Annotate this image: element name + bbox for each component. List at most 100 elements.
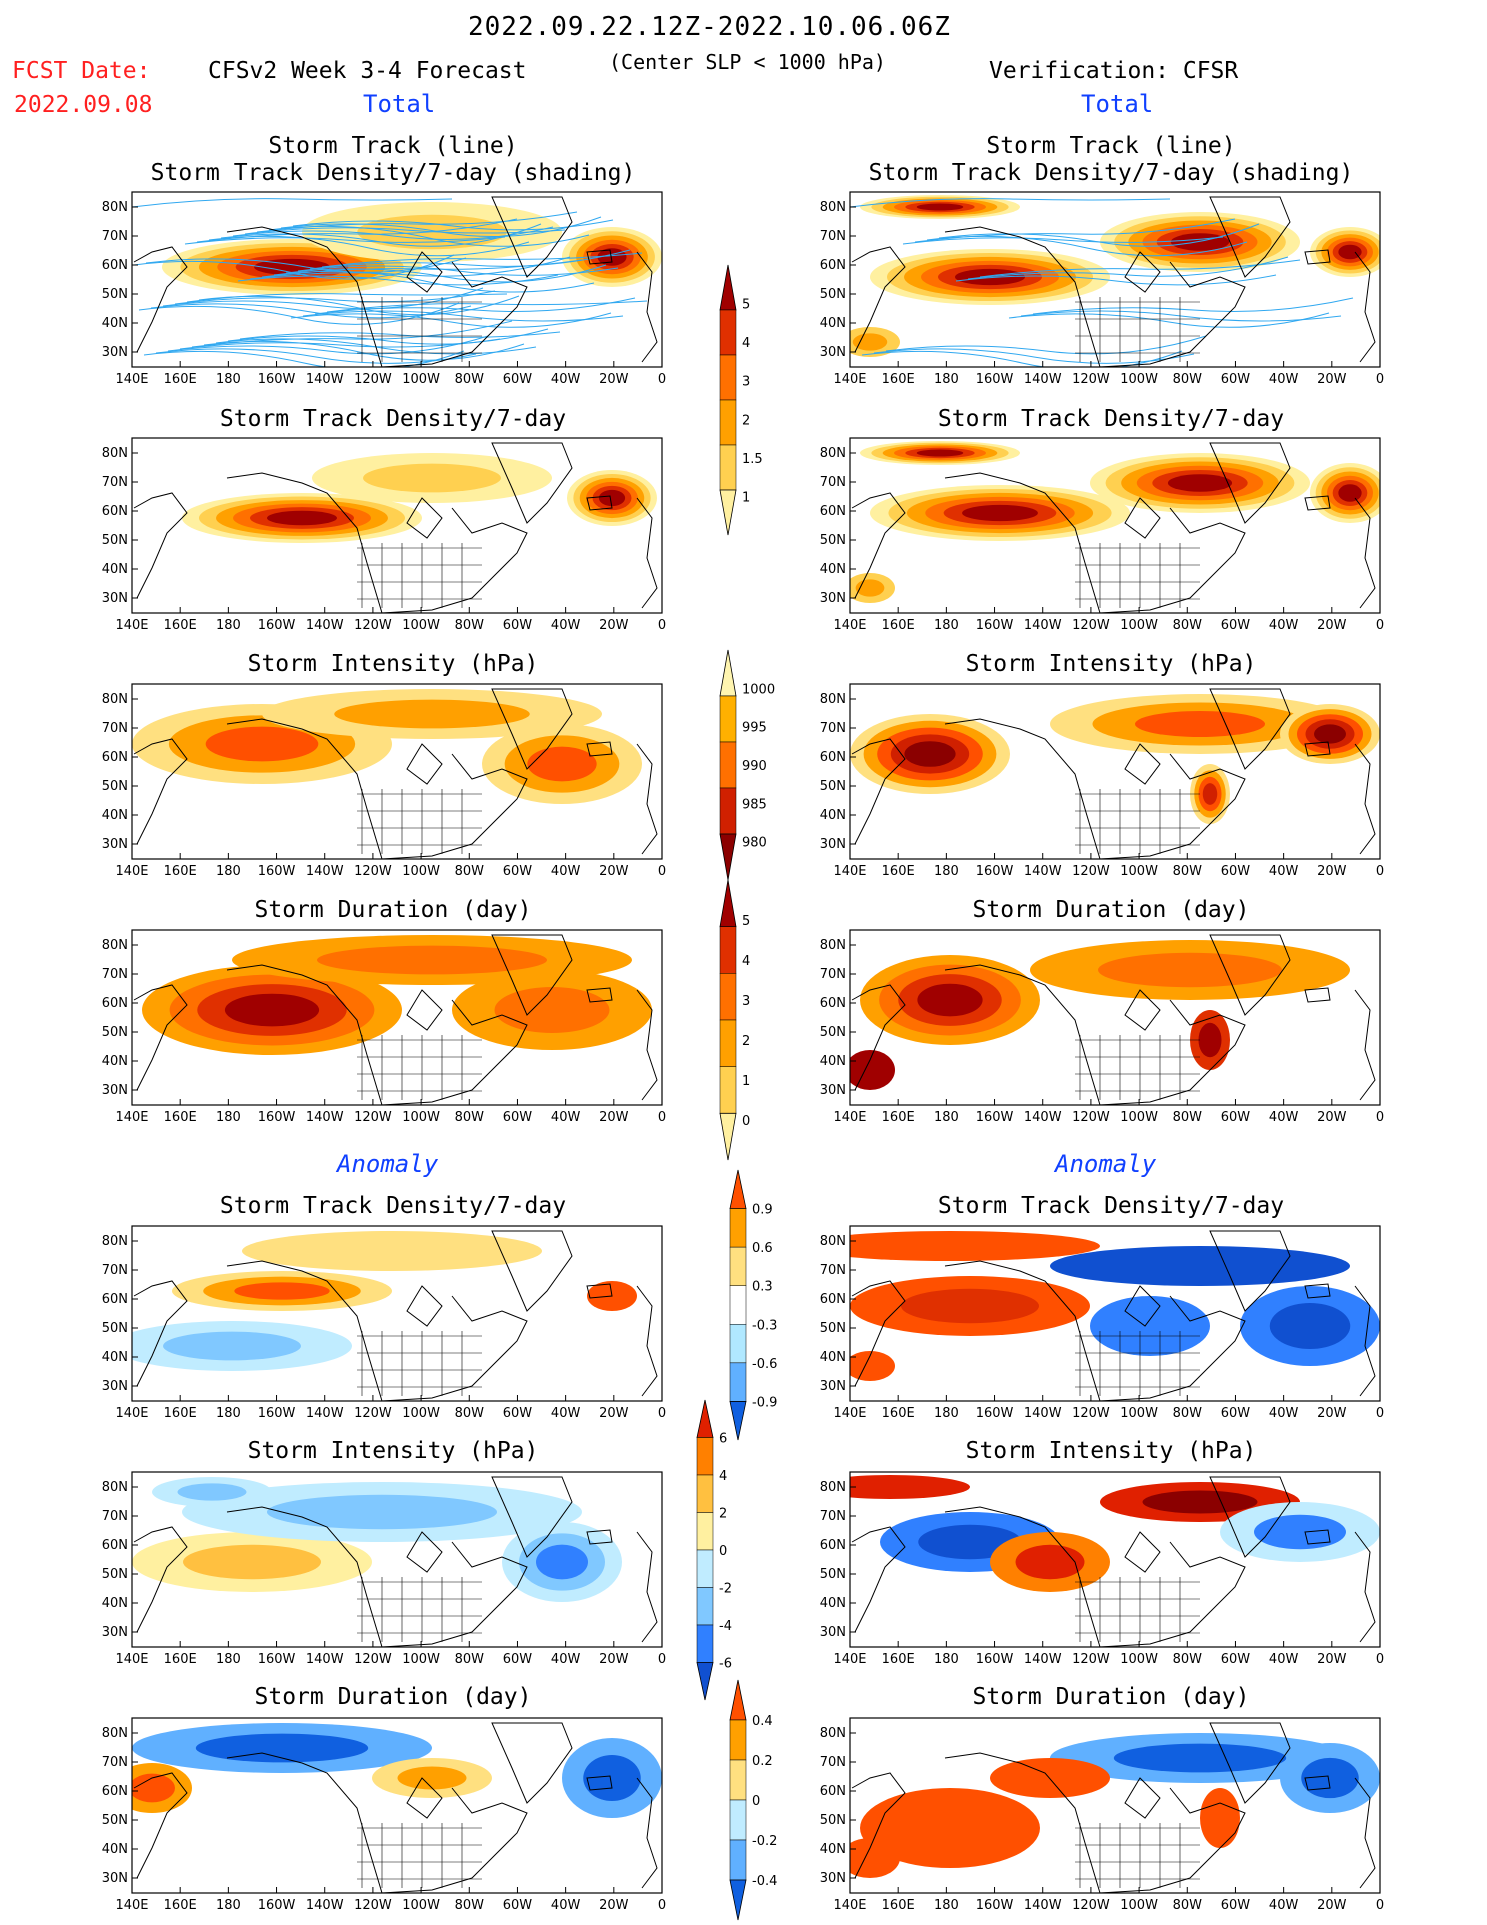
lat-tick-label: 60N	[820, 996, 846, 1011]
lon-tick-label: 140W	[1024, 1110, 1062, 1125]
colorbar-label: 0.6	[752, 1241, 773, 1256]
lon-tick-label: 100W	[402, 1898, 440, 1913]
colorbar-swatch	[729, 1839, 747, 1881]
lat-tick-label: 40N	[102, 1842, 128, 1857]
colorbar-label: 0.3	[752, 1280, 773, 1295]
colorbar-swatch	[729, 1246, 747, 1286]
lon-tick-label: 160E	[164, 372, 197, 387]
colorbar-label: 985	[742, 797, 767, 812]
lon-tick-label: 20W	[1317, 1406, 1347, 1421]
colorbar-swatch	[729, 1324, 747, 1364]
colorbar-swatch	[719, 354, 737, 401]
lat-tick-label: 30N	[102, 1379, 128, 1394]
lat-tick-label: 40N	[820, 808, 846, 823]
lon-tick-label: 160E	[164, 864, 197, 879]
lat-tick-label: 80N	[820, 692, 846, 707]
colorbar-label: 2	[742, 1034, 750, 1049]
lon-tick-label: 20W	[599, 1652, 629, 1667]
map-panel-l2: 80N 70N 60N 50N 40N 30N 140E 160E 180 160W 140W 120…	[102, 683, 666, 879]
title-track-shading-left: Storm Track Density/7-day (shading)	[150, 160, 636, 186]
map-panel-r0: 80N 70N 60N 50N 40N 30N 140E 160E 180 160W 140W 120…	[820, 191, 1384, 387]
colorbar-label: 0	[719, 1544, 727, 1559]
colorbar-intensity-anomaly: 6 4 2 0 -2 -4 -6	[696, 1399, 732, 1701]
lon-tick-label: 160W	[976, 372, 1014, 387]
lon-tick-label: 40W	[1269, 1652, 1299, 1667]
lon-tick-label: 0	[658, 1406, 666, 1421]
title-intensity-right: Storm Intensity (hPa)	[965, 651, 1257, 677]
lat-tick-label: 70N	[820, 475, 846, 490]
lat-tick-label: 40N	[820, 316, 846, 331]
lon-tick-label: 40W	[1269, 372, 1299, 387]
colorbar-swatch	[729, 1285, 747, 1325]
lon-tick-label: 40W	[551, 1406, 581, 1421]
lon-tick-label: 20W	[1317, 864, 1347, 879]
colorbar-label: 0.4	[752, 1714, 773, 1729]
lon-tick-label: 80W	[1173, 1406, 1203, 1421]
map-panel-r6: 80N 70N 60N 50N 40N 30N 140E 160E 180 160W 140W 120…	[820, 1717, 1384, 1913]
lat-tick-label: 30N	[102, 1871, 128, 1886]
colorbar-label: 3	[742, 994, 750, 1009]
map-panel-r3: 80N 70N 60N 50N 40N 30N 140E 160E 180 160W 140W 120…	[820, 929, 1384, 1125]
colorbar-swatch	[719, 1066, 737, 1114]
colorbar-swatch	[719, 489, 737, 536]
lon-tick-label: 40W	[551, 372, 581, 387]
lon-tick-label: 80W	[455, 1652, 485, 1667]
lat-tick-label: 70N	[102, 1263, 128, 1278]
title-intensity-anom-right: Storm Intensity (hPa)	[965, 1438, 1257, 1464]
lon-tick-label: 40W	[551, 864, 581, 879]
lat-tick-label: 60N	[820, 504, 846, 519]
map-panel-l1: 80N 70N 60N 50N 40N 30N 140E 160E 180 160W 140W 120…	[102, 437, 666, 633]
lon-tick-label: 40W	[551, 1652, 581, 1667]
lon-tick-label: 140W	[306, 864, 344, 879]
lat-tick-label: 60N	[820, 258, 846, 273]
lat-tick-label: 80N	[820, 200, 846, 215]
colorbar-label: -0.9	[752, 1395, 777, 1410]
lat-tick-label: 30N	[820, 1083, 846, 1098]
colorbar-swatch	[729, 1879, 747, 1921]
colorbar-label: -4	[719, 1619, 732, 1634]
lon-tick-label: 140E	[833, 1406, 866, 1421]
colorbar-label: 4	[719, 1469, 727, 1484]
lon-tick-label: 80W	[1173, 864, 1203, 879]
lon-tick-label: 160W	[976, 1110, 1014, 1125]
lon-tick-label: 160W	[258, 1898, 296, 1913]
lon-tick-label: 100W	[1120, 864, 1158, 879]
lon-tick-label: 180	[216, 618, 241, 633]
lon-tick-label: 60W	[1221, 1406, 1251, 1421]
lon-tick-label: 180	[934, 1110, 959, 1125]
lon-tick-label: 0	[1376, 1652, 1384, 1667]
lon-tick-label: 180	[216, 864, 241, 879]
colorbar-intensity-total: 1000 995 990 985 980	[719, 649, 775, 881]
colorbar-swatch	[719, 833, 737, 881]
lon-tick-label: 60W	[503, 372, 533, 387]
lon-tick-label: 60W	[1221, 372, 1251, 387]
lat-tick-label: 30N	[102, 345, 128, 360]
map-panel-r1: 80N 70N 60N 50N 40N 30N 140E 160E 180 160W 140W 120…	[820, 437, 1384, 633]
lat-tick-label: 30N	[820, 1625, 846, 1640]
lon-tick-label: 160E	[882, 1898, 915, 1913]
lon-tick-label: 140W	[306, 1110, 344, 1125]
lat-tick-label: 30N	[102, 837, 128, 852]
lon-tick-label: 60W	[1221, 1652, 1251, 1667]
lon-tick-label: 180	[934, 1406, 959, 1421]
colorbar-swatch	[719, 264, 737, 311]
lat-tick-label: 80N	[820, 1480, 846, 1495]
lat-tick-label: 80N	[820, 446, 846, 461]
lon-tick-label: 120W	[354, 1652, 392, 1667]
lon-tick-label: 120W	[1072, 1406, 1110, 1421]
lon-tick-label: 140E	[115, 1110, 148, 1125]
map-panel-l4: 80N 70N 60N 50N 40N 30N 140E 160E 180 160W 140W 120…	[102, 1225, 666, 1421]
lon-tick-label: 160W	[258, 1110, 296, 1125]
colorbar-label: -2	[719, 1582, 732, 1597]
lon-tick-label: 60W	[503, 1110, 533, 1125]
lon-tick-label: 80W	[455, 1406, 485, 1421]
lon-tick-label: 0	[658, 618, 666, 633]
lon-tick-label: 180	[934, 618, 959, 633]
colorbar-swatch	[696, 1624, 714, 1663]
colorbar-swatch	[729, 1719, 747, 1761]
colorbar-label: 5	[742, 298, 750, 313]
colorbar-swatch	[719, 741, 737, 789]
lat-tick-label: 40N	[820, 1350, 846, 1365]
lat-tick-label: 70N	[102, 229, 128, 244]
lon-tick-label: 80W	[1173, 1652, 1203, 1667]
